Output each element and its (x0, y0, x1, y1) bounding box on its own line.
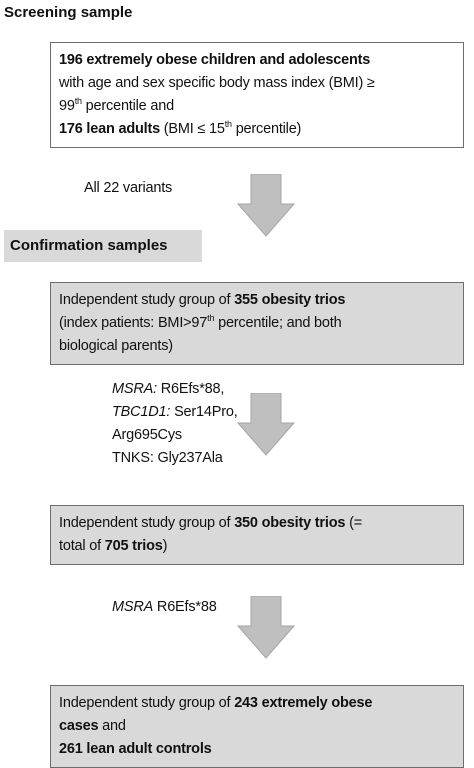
text: and (98, 718, 126, 734)
text: (BMI ≤ 15 (159, 121, 225, 137)
text: (index patients: BMI>97 (59, 315, 208, 331)
box: Independent study group of 243 extremely… (50, 685, 464, 768)
transition-note: All 22 variants (84, 177, 172, 200)
text: 261 lean adult controls (59, 741, 212, 757)
line: Independent study group of 350 obesity t… (59, 512, 455, 535)
text: MSRA: (112, 381, 157, 397)
text: TBC1D1: (112, 404, 171, 420)
line: TNKS: Gly237Ala (112, 447, 238, 470)
section-title: Screening sample (4, 4, 133, 21)
line: 99th percentile and (59, 95, 455, 118)
text: 355 obesity trios (234, 292, 346, 308)
text: with age and sex specific body mass inde… (59, 75, 375, 91)
text: total of (59, 538, 105, 554)
line: TBC1D1: Ser14Pro, (112, 401, 238, 424)
text: 196 extremely obese children and adolesc… (59, 52, 371, 68)
text: th (207, 313, 215, 323)
text: 350 obesity trios (234, 515, 346, 531)
text: 176 lean adults (59, 121, 160, 137)
box: Independent study group of 355 obesity t… (50, 282, 464, 365)
text: R6Efs*88, (156, 381, 225, 397)
text: 243 extremely obese (234, 695, 373, 711)
line: Independent study group of 243 extremely… (59, 692, 455, 715)
text: TNKS: Gly237Ala (112, 450, 223, 466)
transition-note: MSRA: R6Efs*88, TBC1D1: Ser14Pro, Arg695… (112, 378, 238, 470)
text: ) (162, 538, 168, 554)
line: (index patients: BMI>97th percentile; an… (59, 312, 455, 335)
text: percentile; and both (214, 315, 342, 331)
box: Independent study group of 350 obesity t… (50, 505, 464, 565)
text: cases (59, 718, 99, 734)
line: Arg695Cys (112, 424, 238, 447)
text: All 22 variants (84, 180, 173, 196)
text: biological parents) (59, 338, 173, 354)
text: 99 (59, 98, 75, 114)
text: Independent study group of (59, 515, 235, 531)
line: total of 705 trios) (59, 535, 455, 558)
arrow-shape (236, 596, 296, 659)
box: 196 extremely obese children and adolesc… (50, 42, 464, 148)
text: Independent study group of (59, 695, 235, 711)
arrow-shape (236, 174, 296, 237)
text: MSRA (112, 599, 154, 615)
text: (= (345, 515, 362, 531)
arrow (236, 174, 296, 237)
text: 705 trios (104, 538, 163, 554)
text: Arg695Cys (112, 427, 182, 443)
arrow (236, 393, 296, 456)
transition-note: MSRA R6Efs*88 (112, 596, 217, 619)
text: th (224, 119, 232, 129)
line: 261 lean adult controls (59, 738, 455, 761)
text: Independent study group of (59, 292, 235, 308)
text: percentile and (81, 98, 174, 114)
line: 196 extremely obese children and adolesc… (59, 49, 455, 72)
line: cases and (59, 715, 455, 738)
line: 176 lean adults (BMI ≤ 15th percentile) (59, 118, 455, 141)
line: Independent study group of 355 obesity t… (59, 289, 455, 312)
line: MSRA: R6Efs*88, (112, 378, 238, 401)
line: with age and sex specific body mass inde… (59, 72, 455, 95)
text: Ser14Pro, (170, 404, 238, 420)
text: R6Efs*88 (153, 599, 217, 615)
section-title: Confirmation samples (4, 230, 202, 262)
arrow-shape (236, 393, 296, 456)
text: th (74, 96, 82, 106)
arrow (236, 596, 296, 659)
text: percentile) (231, 121, 302, 137)
line: biological parents) (59, 335, 455, 358)
